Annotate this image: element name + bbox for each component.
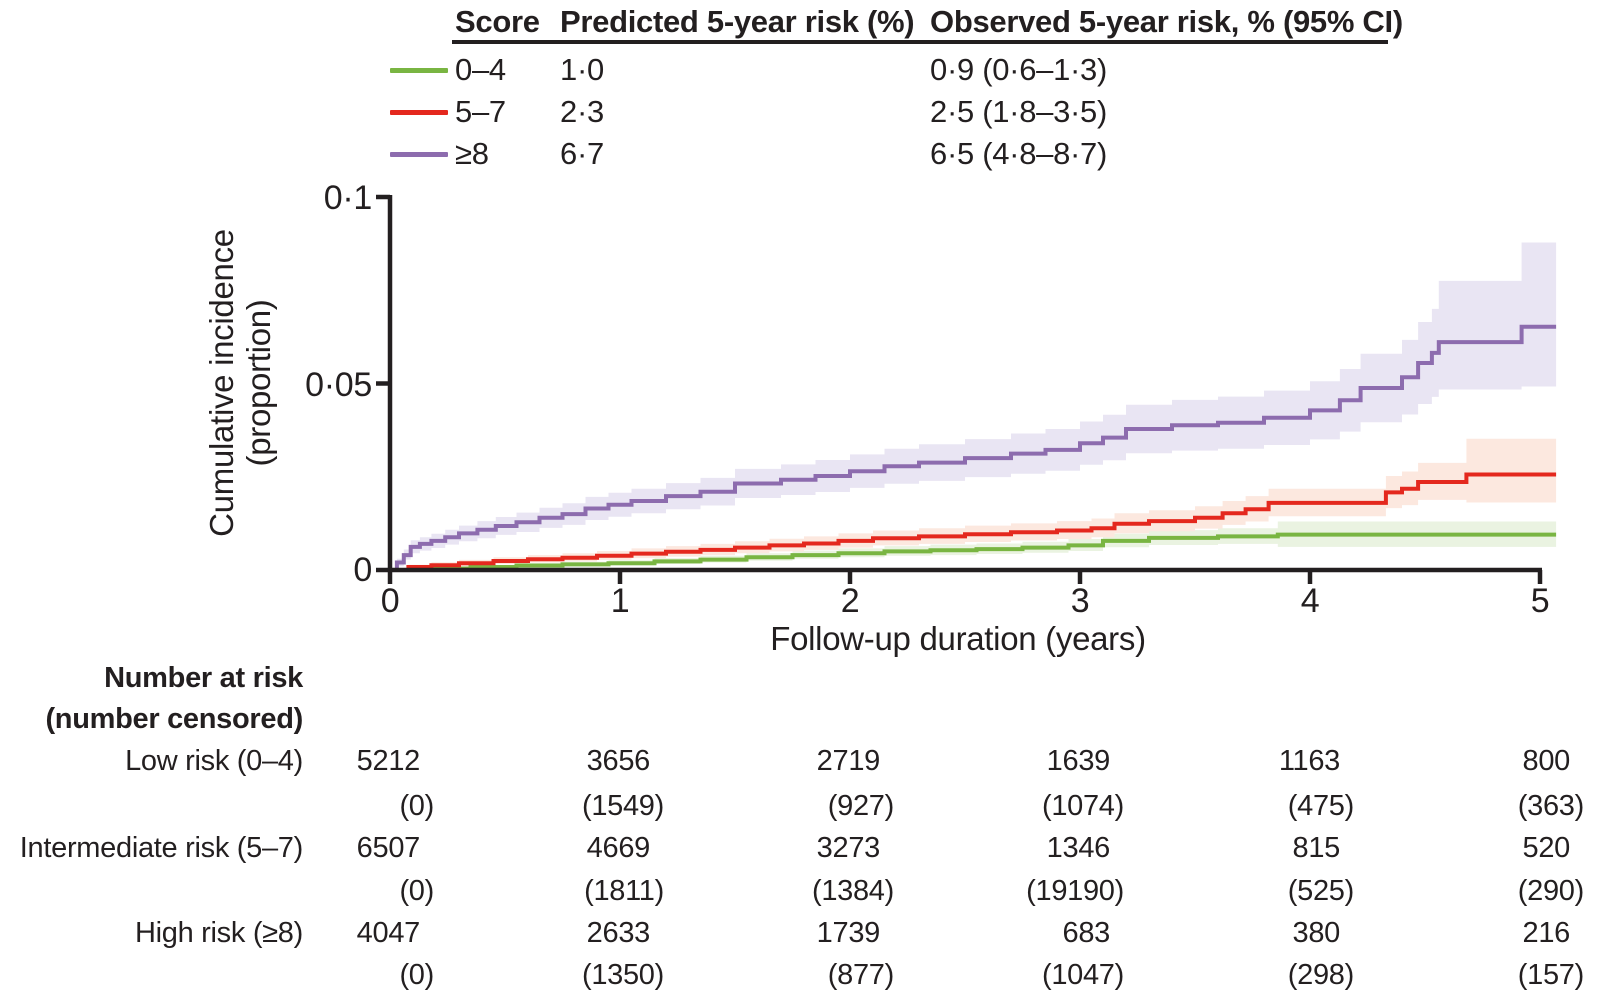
risk-atrisk-group1-year3: 1346 (1046, 832, 1111, 864)
risk-atrisk-group2-year5: 216 (1522, 917, 1571, 949)
legend-score-score-≥8: ≥8 (455, 136, 489, 171)
legend-swatch-score-5–7 (390, 110, 448, 115)
risk-censored-group0-year5: (363) (1517, 790, 1585, 822)
risk-atrisk-group2-year4: 380 (1292, 917, 1341, 949)
legend-header-rule (452, 40, 1388, 44)
x-tick-label-1: 1 (610, 582, 630, 620)
legend-observed-score-0–4: 0·9 (0·6–1·3) (930, 52, 1108, 87)
risk-atrisk-group2-year3: 683 (1062, 917, 1111, 949)
risk-censored-group2-year0: (0) (399, 959, 434, 991)
legend-predicted-score-≥8: 6·7 (560, 136, 604, 171)
risk-atrisk-group1-year1: 4669 (586, 832, 651, 864)
risk-censored-group2-year2: (877) (827, 959, 895, 991)
risk-atrisk-group0-year5: 800 (1522, 745, 1571, 777)
risk-censored-group1-year4: (525) (1287, 875, 1355, 907)
risk-censored-group2-year3: (1047) (1041, 959, 1124, 991)
risk-table-title-line1: Number at risk (104, 662, 303, 694)
risk-atrisk-group2-year0: 4047 (356, 917, 421, 949)
risk-atrisk-group1-year5: 520 (1522, 832, 1571, 864)
legend-score-score-5–7: 5–7 (455, 94, 506, 129)
risk-censored-group0-year2: (927) (827, 790, 895, 822)
kaplan-meier-chart (376, 194, 1557, 584)
x-axis-title: Follow-up duration (years) (770, 620, 1146, 657)
risk-censored-group2-year1: (1350) (581, 959, 664, 991)
risk-censored-group1-year5: (290) (1517, 875, 1585, 907)
ci-band-score-≥8 (390, 242, 1557, 570)
risk-atrisk-group0-year2: 2719 (816, 745, 881, 777)
legend-header-predicted: Predicted 5-year risk (%) (560, 4, 915, 39)
risk-atrisk-group2-year2: 1739 (816, 917, 881, 949)
legend-swatch-score-0–4 (390, 68, 448, 73)
risk-censored-group0-year4: (475) (1287, 790, 1355, 822)
risk-atrisk-group1-year2: 3273 (816, 832, 881, 864)
risk-censored-group0-year0: (0) (399, 790, 434, 822)
risk-atrisk-group0-year0: 5212 (356, 745, 421, 777)
legend-predicted-score-5–7: 2·3 (560, 94, 604, 129)
y-axis-title-line1: Cumulative incidence (203, 229, 241, 537)
risk-atrisk-group0-year1: 3656 (586, 745, 651, 777)
y-tick-label-0-1: 0·1 (323, 179, 373, 217)
risk-censored-group1-year3: (19190) (1026, 875, 1124, 907)
legend-header-score: Score (455, 4, 540, 39)
curve-score-≥8 (390, 324, 1557, 572)
risk-atrisk-group1-year4: 815 (1292, 832, 1341, 864)
y-tick-label-0: 0 (353, 551, 372, 589)
legend-header-observed: Observed 5-year risk, % (95% CI) (930, 4, 1403, 39)
risk-censored-group1-year2: (1384) (811, 875, 894, 907)
legend-score-score-0–4: 0–4 (455, 52, 506, 87)
legend-swatch-score-≥8 (390, 152, 448, 157)
y-axis-title-line2: (proportion) (240, 299, 278, 467)
legend-observed-score-≥8: 6·5 (4·8–8·7) (930, 136, 1108, 171)
legend-observed-score-5–7: 2·5 (1·8–3·5) (930, 94, 1108, 129)
x-tick-label-5: 5 (1530, 582, 1550, 620)
curve-score-0–4 (390, 532, 1557, 572)
risk-censored-group0-year1: (1549) (581, 790, 664, 822)
risk-censored-group1-year1: (1811) (584, 875, 664, 907)
risk-censored-group2-year4: (298) (1287, 959, 1355, 991)
y-tick-label-0-05: 0·05 (305, 366, 372, 404)
ci-band-score-0–4 (390, 521, 1557, 570)
risk-censored-group2-year5: (157) (1517, 959, 1585, 991)
x-tick-label-0: 0 (380, 582, 400, 620)
risk-table-title-line2: (number censored) (45, 703, 303, 735)
risk-atrisk-group2-year1: 2633 (586, 917, 651, 949)
risk-table-row-label-low: Low risk (0–4) (125, 745, 303, 777)
x-tick-label-3: 3 (1070, 582, 1090, 620)
risk-censored-group1-year0: (0) (399, 875, 434, 907)
risk-table-row-label-intermediate: Intermediate risk (5–7) (19, 832, 304, 864)
risk-table-row-label-high: High risk (≥8) (134, 917, 303, 949)
risk-censored-group0-year3: (1074) (1041, 790, 1124, 822)
curve-score-5–7 (390, 472, 1557, 572)
risk-atrisk-group1-year0: 6507 (356, 832, 421, 864)
y-axis-title: Cumulative incidence (proportion) (185, 196, 295, 570)
legend-predicted-score-0–4: 1·0 (560, 52, 604, 87)
risk-atrisk-group0-year4: 1163 (1278, 745, 1340, 777)
risk-atrisk-group0-year3: 1639 (1046, 745, 1111, 777)
x-tick-label-2: 2 (840, 582, 860, 620)
x-tick-label-4: 4 (1300, 582, 1320, 620)
